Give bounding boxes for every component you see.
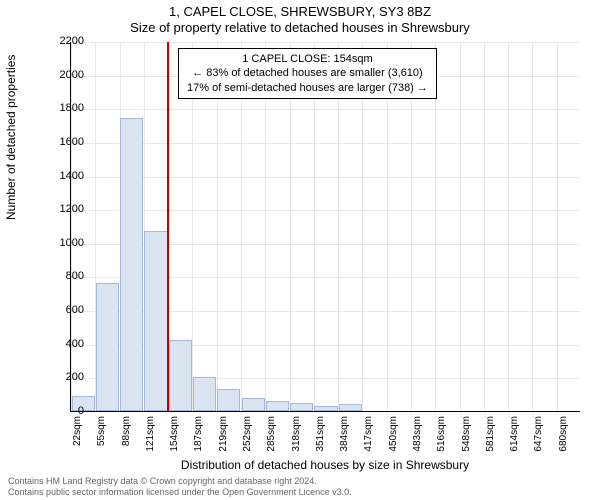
y-axis-label: Number of detached properties <box>4 55 18 220</box>
gridline-h <box>71 143 580 144</box>
footer-line-2: Contains public sector information licen… <box>8 487 352 498</box>
xtick-label: 548sqm <box>461 416 472 456</box>
ytick-label: 1000 <box>38 237 84 249</box>
footer-line-1: Contains HM Land Registry data © Crown c… <box>8 476 352 487</box>
annotation-line-2: ← 83% of detached houses are smaller (3,… <box>187 66 428 80</box>
ytick-label: 2200 <box>38 35 84 47</box>
ytick-label: 2000 <box>38 69 84 81</box>
xtick-label: 384sqm <box>339 416 350 456</box>
histogram-bar <box>120 118 143 411</box>
histogram-bar <box>144 231 167 411</box>
ytick-label: 1200 <box>38 203 84 215</box>
histogram-bar <box>169 340 192 411</box>
annotation-box: 1 CAPEL CLOSE: 154sqm ← 83% of detached … <box>178 48 437 99</box>
annotation-line-1: 1 CAPEL CLOSE: 154sqm <box>187 52 428 66</box>
histogram-bar <box>339 404 362 411</box>
gridline-h <box>71 42 580 43</box>
ytick-label: 800 <box>38 270 84 282</box>
x-axis-label: Distribution of detached houses by size … <box>70 458 580 472</box>
xtick-label: 614sqm <box>509 416 520 456</box>
histogram-bar <box>96 283 119 411</box>
gridline-v <box>71 42 72 411</box>
xtick-label: 581sqm <box>485 416 496 456</box>
gridline-h <box>71 177 580 178</box>
chart-container: 1, CAPEL CLOSE, SHREWSBURY, SY3 8BZ Size… <box>0 0 600 500</box>
ytick-label: 1600 <box>38 136 84 148</box>
histogram-bar <box>314 406 337 411</box>
xtick-label: 252sqm <box>242 416 253 456</box>
xtick-label: 450sqm <box>388 416 399 456</box>
gridline-v <box>508 42 509 411</box>
highlight-line <box>167 42 169 411</box>
xtick-label: 154sqm <box>169 416 180 456</box>
xtick-label: 417sqm <box>363 416 374 456</box>
gridline-h <box>71 210 580 211</box>
xtick-label: 285sqm <box>266 416 277 456</box>
histogram-bar <box>217 389 240 411</box>
xtick-label: 351sqm <box>315 416 326 456</box>
gridline-v <box>484 42 485 411</box>
xtick-label: 22sqm <box>72 416 83 456</box>
xtick-label: 55sqm <box>96 416 107 456</box>
ytick-label: 600 <box>38 304 84 316</box>
xtick-label: 187sqm <box>193 416 204 456</box>
ytick-label: 1800 <box>38 102 84 114</box>
gridline-v <box>557 42 558 411</box>
ytick-label: 1400 <box>38 170 84 182</box>
title-line-2: Size of property relative to detached ho… <box>0 20 600 35</box>
xtick-label: 121sqm <box>145 416 156 456</box>
histogram-bar <box>266 401 289 411</box>
histogram-bar <box>242 398 265 411</box>
ytick-label: 400 <box>38 338 84 350</box>
chart-area: 1 CAPEL CLOSE: 154sqm ← 83% of detached … <box>70 42 580 412</box>
histogram-bar <box>290 403 313 411</box>
annotation-line-3: 17% of semi-detached houses are larger (… <box>187 81 428 95</box>
xtick-label: 647sqm <box>533 416 544 456</box>
xtick-label: 516sqm <box>436 416 447 456</box>
ytick-label: 200 <box>38 371 84 383</box>
xtick-label: 483sqm <box>412 416 423 456</box>
histogram-bar <box>193 377 216 411</box>
xtick-label: 219sqm <box>218 416 229 456</box>
gridline-v <box>532 42 533 411</box>
gridline-h <box>71 109 580 110</box>
title-line-1: 1, CAPEL CLOSE, SHREWSBURY, SY3 8BZ <box>0 4 600 19</box>
footer: Contains HM Land Registry data © Crown c… <box>8 476 352 498</box>
xtick-label: 88sqm <box>121 416 132 456</box>
xtick-label: 318sqm <box>291 416 302 456</box>
gridline-v <box>460 42 461 411</box>
xtick-label: 680sqm <box>558 416 569 456</box>
